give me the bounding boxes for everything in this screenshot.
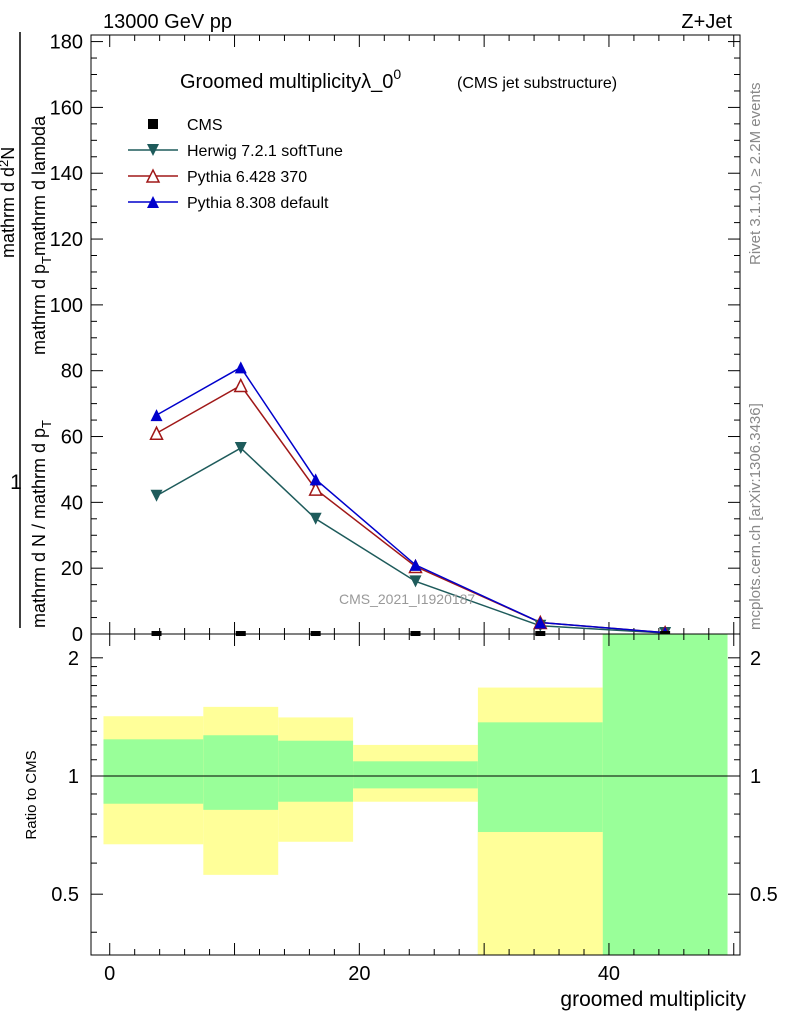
ratio-panel: 0.5 0.51 12 20 20 40	[51, 633, 778, 985]
data-point-triangle-up	[309, 473, 322, 486]
data-point-triangle-open	[308, 481, 323, 496]
main-y-label: 1 mathrm d N / mathrm d pT mathrm d pTma…	[0, 32, 54, 628]
y-label-frac-denominator: mathrm d N / mathrm d pT	[29, 420, 54, 628]
data-point-triangle-open	[149, 425, 164, 440]
process-label: Z+Jet	[681, 11, 732, 33]
y-tick-label: 120	[50, 229, 83, 251]
energy-label: 13000 GeV pp	[103, 11, 232, 33]
x-tick-label: 0	[104, 963, 115, 985]
y-tick-label: 60	[61, 427, 83, 449]
y-label-top: 1	[10, 471, 22, 494]
ratio-y-tick-label: 0.5	[51, 884, 79, 906]
legend-label: Pythia 6.428 370	[187, 169, 307, 186]
y-tick-label: 20	[61, 558, 83, 580]
ratio-y-tick-label-right: 0.5	[750, 884, 778, 906]
y-tick-label: 100	[50, 295, 83, 317]
chart-subtitle: (CMS jet substructure)	[457, 75, 617, 92]
y-label-frac-numerator: mathrm d pTmathrm d lambda	[29, 115, 54, 355]
legend-label: CMS	[187, 117, 223, 134]
x-tick-label: 20	[348, 963, 370, 985]
y-tick-label: 0	[72, 624, 83, 646]
y-label-numerator: mathrm d d2N	[0, 147, 18, 258]
series-line	[156, 447, 666, 634]
ratio-y-tick-label: 2	[68, 648, 79, 670]
data-point-triangle-up	[150, 409, 163, 422]
band-green	[602, 634, 728, 955]
ratio-y-tick-label-right: 2	[750, 648, 761, 670]
band-green	[203, 735, 279, 810]
data-point-triangle-down	[309, 512, 322, 525]
data-point-triangle-down	[147, 144, 159, 156]
data-point-triangle-up	[147, 196, 159, 208]
data-point-triangle-up	[234, 361, 247, 374]
legend-marker	[148, 119, 158, 129]
data-point-triangle-open	[145, 168, 161, 183]
band-green	[278, 740, 354, 802]
chart-title: Groomed multiplicityλ_00	[180, 66, 401, 93]
y-tick-label: 80	[61, 361, 83, 383]
rivet-label: Rivet 3.1.10, ≥ 2.2M events	[747, 83, 764, 266]
main-axis-ticks: 0 20 40 60 80 100 120 140 160 180	[50, 32, 740, 646]
ratio-y-label: Ratio to CMS	[23, 750, 40, 839]
data-point-triangle-down	[150, 489, 163, 502]
y-tick-label: 140	[50, 163, 83, 185]
y-tick-label: 40	[61, 492, 83, 514]
data-point-triangle-down	[234, 442, 247, 455]
data-point-triangle-up	[409, 558, 422, 571]
legend: CMS Herwig 7.2.1 softTune Pythia 6.428 370…	[128, 117, 343, 212]
series-line	[156, 366, 666, 634]
data-point-triangle-up	[534, 616, 547, 629]
x-axis-label: groomed multiplicity	[560, 988, 746, 1011]
mcplots-label: mcplots.cern.ch [arXiv:1306.3436]	[747, 403, 764, 630]
ratio-y-tick-label-right: 1	[750, 766, 761, 788]
data-point-triangle-open	[233, 377, 248, 393]
ratio-frame	[90, 633, 741, 956]
band-green	[353, 761, 478, 789]
x-tick-label: 40	[598, 963, 620, 985]
data-point-triangle-down	[409, 575, 422, 588]
analysis-watermark: CMS_2021_I1920187	[339, 591, 475, 607]
band-green	[103, 739, 204, 804]
legend-label: Herwig 7.2.1 softTune	[187, 143, 343, 160]
y-tick-label: 160	[50, 97, 83, 119]
ratio-bands	[91, 634, 740, 955]
legend-label: Pythia 8.308 default	[187, 195, 329, 212]
ratio-axis-ticks: 0.5 0.51 12 20 20 40	[51, 634, 778, 985]
ratio-y-tick-label: 1	[68, 766, 79, 788]
band-yellow-lower	[477, 832, 603, 955]
y-tick-label: 180	[50, 32, 83, 54]
